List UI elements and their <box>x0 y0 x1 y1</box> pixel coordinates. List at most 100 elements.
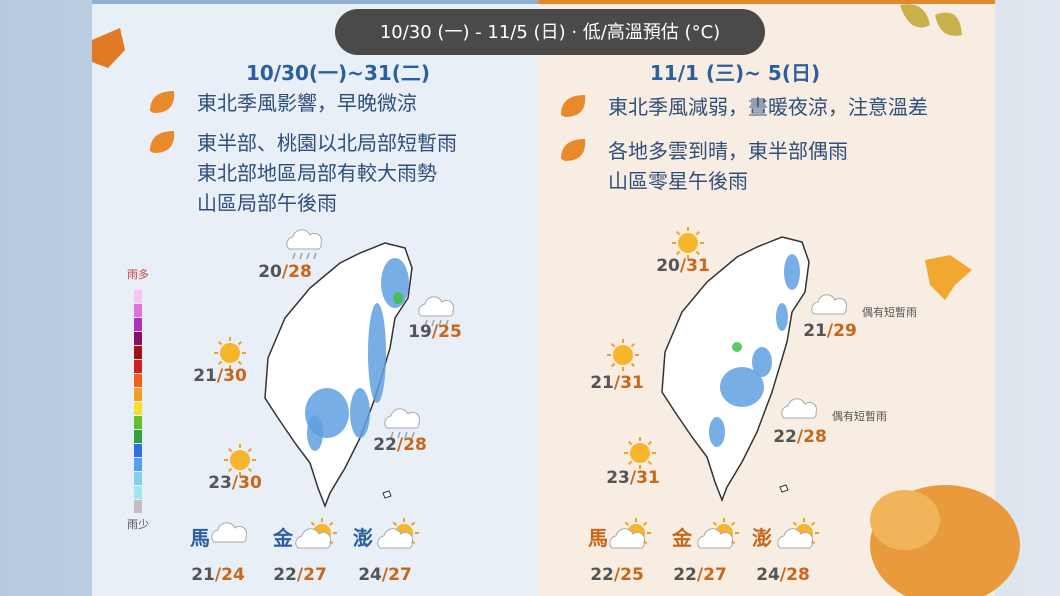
temp-separator: / <box>630 468 637 488</box>
bullet-leaf <box>150 91 175 113</box>
sun-ray <box>695 250 701 256</box>
temp-low: 23 <box>208 473 232 493</box>
bullet-leaf <box>561 139 586 161</box>
temp-high: 29 <box>833 321 857 341</box>
leaf-decor <box>925 255 972 300</box>
bullet-leaf <box>150 131 175 153</box>
temp-high: 27 <box>703 565 727 585</box>
temp-high: 25 <box>438 322 462 342</box>
rain-area <box>350 388 370 438</box>
temp-high: 27 <box>303 565 327 585</box>
legend-swatch <box>134 318 142 331</box>
island-outline <box>382 490 392 499</box>
left-top-bar <box>92 0 538 4</box>
temp-low: 19 <box>408 322 432 342</box>
temperature: 22/27 <box>673 565 727 585</box>
cloud <box>211 522 247 543</box>
island-outline <box>779 484 789 493</box>
sun-ray <box>630 342 636 348</box>
temp-separator: / <box>232 473 239 493</box>
legend-swatch <box>134 374 142 387</box>
sun-ray <box>630 362 636 368</box>
bullet-text: 山區零星午後雨 <box>608 169 748 193</box>
sun-ray <box>792 521 797 526</box>
bullet-text: 東北部地區局部有較大雨勢 <box>197 161 437 185</box>
rain-area <box>776 303 788 331</box>
temperature: 21/31 <box>590 373 644 393</box>
rain-drop <box>397 431 401 439</box>
bullet-leaf <box>561 95 586 117</box>
sun-ray <box>247 447 253 453</box>
sun-ray <box>731 521 736 526</box>
bullet-text: 山區局部午後雨 <box>197 191 337 215</box>
temp-high: 28 <box>288 262 312 282</box>
temp-separator: / <box>797 427 804 447</box>
temperature: 21/30 <box>193 366 247 386</box>
sun-ray <box>217 340 223 346</box>
temp-low: 21 <box>193 366 217 386</box>
cloud <box>377 528 413 549</box>
weather-note: 偶有短暫雨 <box>832 409 887 423</box>
rain-drop <box>438 319 442 327</box>
temp-separator: / <box>614 373 621 393</box>
sun <box>230 450 250 470</box>
temperature: 22/25 <box>590 565 644 585</box>
island-name: 澎 <box>353 526 373 550</box>
rain-area <box>732 342 742 352</box>
legend-swatch <box>134 444 142 457</box>
legend-swatch <box>134 290 142 303</box>
bullet-text: 東北季風減弱，晝暖夜涼，注意溫差 <box>608 95 928 119</box>
cloud <box>697 528 733 549</box>
legend-swatch <box>134 416 142 429</box>
temperature: 20/28 <box>258 262 312 282</box>
bullet-text: 東北季風影響，早晚微涼 <box>197 91 417 115</box>
temperature: 22/28 <box>373 435 427 455</box>
sun-ray <box>329 521 334 526</box>
temp-separator: / <box>297 565 304 585</box>
rain-area <box>307 415 323 451</box>
sun-ray <box>647 440 653 446</box>
rain-area <box>752 347 772 377</box>
temp-separator: / <box>680 256 687 276</box>
sun-ray <box>643 521 648 526</box>
temperature: 20/31 <box>656 256 710 276</box>
temp-separator: / <box>397 435 404 455</box>
rain-drop <box>431 319 435 327</box>
rain-drop <box>390 431 394 439</box>
rain-legend: 雨多 雨少 <box>127 267 149 531</box>
tree-decor <box>870 490 940 550</box>
legend-swatch <box>134 472 142 485</box>
legend-top: 雨多 <box>127 267 149 281</box>
leaf-decor <box>900 4 962 36</box>
rain-area <box>368 303 386 403</box>
panel-title: 11/1 (三)~ 5(日) <box>650 61 820 85</box>
temp-low: 22 <box>673 565 697 585</box>
temp-separator: / <box>697 565 704 585</box>
temp-high: 30 <box>223 366 247 386</box>
temp-separator: / <box>215 565 222 585</box>
temp-separator: / <box>614 565 621 585</box>
sun <box>630 443 650 463</box>
rain-drop <box>445 319 449 327</box>
rain-drop <box>306 252 310 260</box>
temp-high: 27 <box>388 565 412 585</box>
sun-ray <box>227 447 233 453</box>
temperature: 21/29 <box>803 321 857 341</box>
temp-low: 24 <box>756 565 780 585</box>
temp-separator: / <box>827 321 834 341</box>
temp-high: 30 <box>238 473 262 493</box>
rain-area <box>784 254 800 290</box>
cloud <box>811 294 847 315</box>
legend-swatch <box>134 332 142 345</box>
right-top-bar <box>538 0 995 4</box>
sun-ray <box>227 467 233 473</box>
rain-drop <box>299 252 303 260</box>
legend-swatch <box>134 388 142 401</box>
temp-low: 24 <box>358 565 382 585</box>
temperature: 22/28 <box>773 427 827 447</box>
legend-bottom: 雨少 <box>127 518 149 531</box>
rain-area <box>709 417 725 447</box>
island-name: 金 <box>671 526 693 550</box>
